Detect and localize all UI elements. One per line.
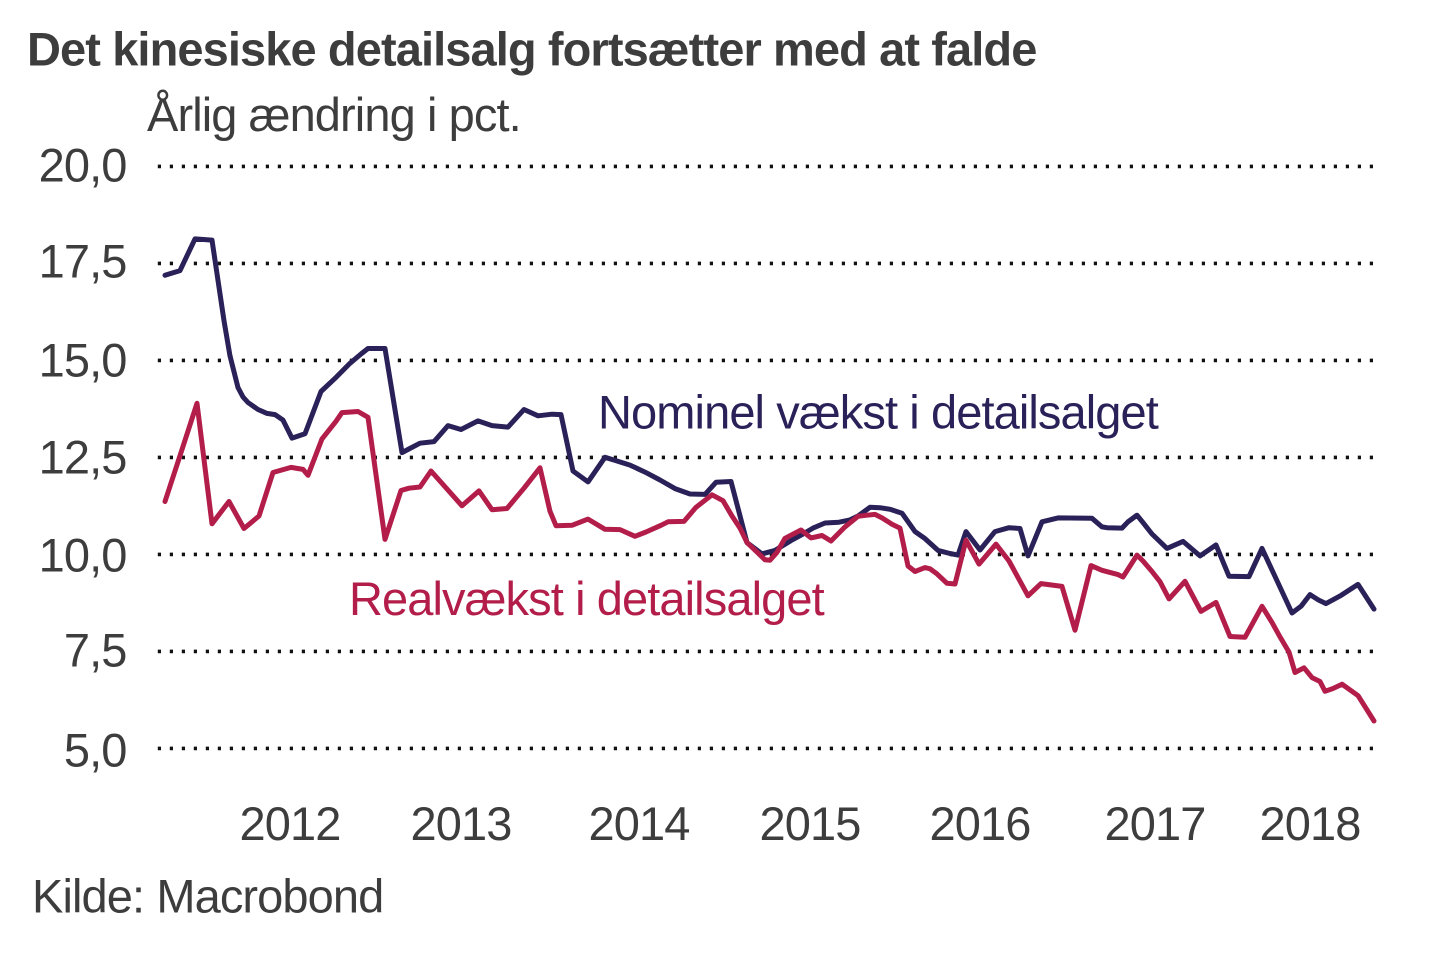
svg-text:2014: 2014 [589,797,690,850]
svg-text:7,5: 7,5 [64,624,127,677]
svg-text:Kilde: Macrobond: Kilde: Macrobond [32,870,383,923]
svg-text:Årlig ændring i pct.: Årlig ændring i pct. [147,88,521,141]
svg-text:5,0: 5,0 [64,724,127,777]
svg-text:2017: 2017 [1105,797,1206,850]
svg-text:Det kinesiske detailsalg forts: Det kinesiske detailsalg fortsætter med … [27,23,1036,76]
svg-text:15,0: 15,0 [39,334,127,387]
svg-text:2012: 2012 [240,797,341,850]
svg-text:10,0: 10,0 [39,529,127,582]
svg-text:Realvækst i detailsalget: Realvækst i detailsalget [349,572,825,625]
svg-text:2013: 2013 [411,797,512,850]
svg-text:20,0: 20,0 [39,139,127,192]
svg-text:12,5: 12,5 [39,430,127,483]
svg-text:2018: 2018 [1260,797,1361,850]
svg-text:Nominel vækst i detailsalget: Nominel vækst i detailsalget [598,386,1159,439]
svg-text:2016: 2016 [930,797,1031,850]
svg-text:2015: 2015 [760,797,861,850]
svg-text:17,5: 17,5 [39,235,127,288]
